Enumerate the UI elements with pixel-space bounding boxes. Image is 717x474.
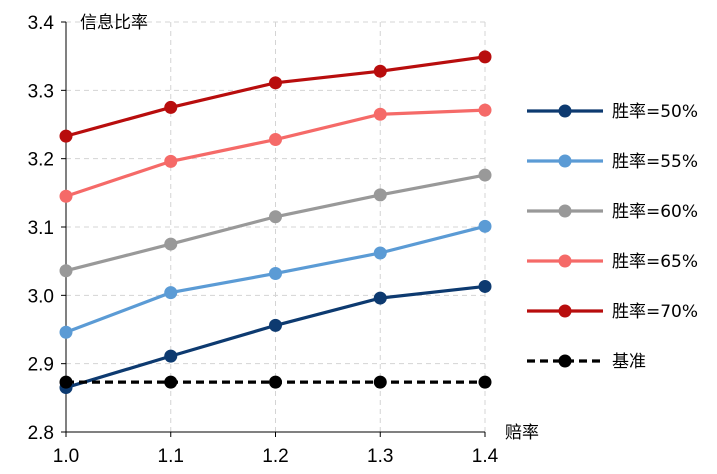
data-point: [478, 219, 492, 233]
legend-label: 胜率=55%: [612, 152, 698, 172]
legend-swatch-marker: [558, 154, 572, 168]
legend-label: 基准: [612, 352, 646, 372]
legend-item: 胜率=65%: [527, 252, 698, 272]
legend-item: 胜率=55%: [527, 152, 698, 172]
legend-swatch-marker: [558, 204, 572, 218]
data-point: [269, 266, 282, 280]
x-tick-label: 1.1: [158, 446, 184, 467]
data-point: [164, 375, 178, 389]
legend-label: 胜率=65%: [612, 252, 698, 272]
data-point: [478, 103, 492, 117]
data-point: [269, 76, 282, 90]
data-point: [269, 375, 282, 389]
series-胜率=60%: [59, 168, 492, 278]
legend-swatch-marker: [558, 354, 572, 368]
data-point: [478, 279, 492, 293]
legend-swatch-marker: [558, 104, 572, 118]
legend-label: 胜率=70%: [612, 302, 698, 322]
data-point: [59, 264, 73, 278]
x-axis-title: 赔率: [505, 423, 539, 443]
y-tick-label: 3.2: [28, 150, 54, 171]
y-axis-title: 信息比率: [80, 13, 148, 33]
x-tick-label: 1.4: [472, 446, 499, 467]
data-point: [478, 168, 492, 182]
data-point: [59, 189, 73, 203]
legend-label: 胜率=60%: [612, 202, 698, 222]
legend-item: 胜率=60%: [527, 202, 698, 222]
data-point: [478, 375, 492, 389]
data-point: [59, 375, 73, 389]
y-tick-label: 3.4: [28, 13, 55, 34]
legend: 胜率=50% 胜率=55% 胜率=60% 胜率=65% 胜率=70% 基准: [527, 102, 698, 372]
data-point: [164, 349, 178, 363]
data-point: [373, 246, 387, 260]
legend-label: 胜率=50%: [612, 102, 698, 122]
data-point: [373, 291, 387, 305]
series-胜率=55%: [59, 219, 492, 339]
data-point: [164, 100, 178, 114]
data-point: [59, 325, 73, 339]
legend-item: 基准: [527, 352, 646, 372]
y-tick-label: 3.3: [28, 81, 54, 102]
x-tick-label: 1.2: [262, 446, 288, 467]
data-point: [164, 237, 178, 251]
series-胜率=70%: [59, 50, 492, 143]
data-point: [269, 210, 282, 224]
x-tick-label: 1.0: [53, 446, 79, 467]
legend-item: 胜率=70%: [527, 302, 698, 322]
data-point: [269, 318, 282, 332]
legend-swatch-marker: [558, 304, 572, 318]
data-point: [373, 375, 387, 389]
axes: [61, 21, 486, 437]
y-tick-label: 2.9: [28, 355, 54, 376]
x-tick-label: 1.3: [367, 446, 393, 467]
data-point: [164, 154, 178, 168]
data-point: [59, 129, 73, 143]
series-基准: [59, 375, 492, 389]
y-tick-label: 3.0: [28, 286, 54, 307]
y-tick-label: 2.8: [28, 423, 54, 444]
tick-labels: 2.8 2.9 3.0 3.1 3.2 3.3 3.4 1.0 1.1 1.2 1.3 1.4: [28, 13, 499, 467]
y-tick-label: 3.1: [28, 218, 54, 239]
grid: [66, 21, 486, 432]
data-point: [164, 286, 178, 300]
data-point: [373, 188, 387, 202]
legend-swatch-marker: [558, 254, 572, 268]
data-point: [373, 64, 387, 78]
data-point: [478, 50, 492, 64]
data-point: [373, 107, 387, 121]
series-layer: [59, 50, 492, 395]
legend-item: 胜率=50%: [527, 102, 698, 122]
data-point: [269, 133, 282, 147]
series-胜率=65%: [59, 103, 492, 203]
